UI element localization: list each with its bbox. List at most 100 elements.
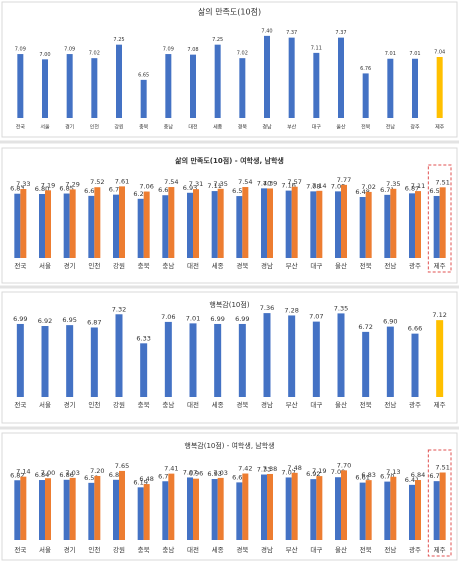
chart-frame [1,1,458,138]
x-tick-label: 경남 [262,124,272,131]
value-label: 6.90 [383,318,397,326]
value-label: 6.84 [35,471,49,479]
value-label: 7.25 [113,37,124,43]
value-label: 7.03 [213,469,227,477]
value-label: 6.83 [10,185,24,193]
value-label: 6.87 [405,184,419,192]
value-label: 7.51 [435,464,449,472]
value-label: 7.06 [139,183,153,191]
x-tick-label: 전국 [14,545,26,554]
value-label: 6.65 [138,72,149,78]
value-label: 7.06 [161,313,175,321]
bar [42,59,48,118]
value-label: 6.60 [84,187,98,195]
x-tick-label: 대구 [310,546,322,554]
bar [236,196,243,258]
bar [411,333,419,397]
value-label: 6.29 [133,190,147,198]
bar [267,473,273,540]
bar [14,193,21,258]
x-tick-label: 대구 [310,401,322,409]
bar [119,470,125,540]
value-label: 6.82 [10,471,24,479]
bar [285,477,292,540]
bar [162,195,169,258]
bar [214,44,221,118]
x-tick-label: 경기 [64,261,76,270]
value-label: 6.58 [232,187,246,195]
bar [409,484,415,540]
x-tick-label: 충남 [164,124,174,131]
value-label: 7.77 [337,176,351,184]
bar [162,481,169,540]
x-tick-label: 충북 [138,261,150,270]
value-label: 7.16 [281,182,295,190]
bar [39,480,45,540]
x-tick-label: 광주 [409,546,421,554]
chart-frame [1,291,458,424]
bar [20,476,27,540]
value-label: 6.84 [411,471,425,479]
bar [384,194,391,258]
bar [390,476,397,540]
bar [17,54,24,118]
bar [285,190,292,258]
value-label: 7.11 [311,45,322,51]
x-tick-label: 인천 [88,261,100,270]
highlight-box [427,164,452,273]
x-tick-label: 강원 [113,261,125,270]
bar [211,479,218,540]
bar [190,54,196,118]
value-label: 7.12 [432,311,446,319]
value-label: 7.07 [281,468,295,476]
x-tick-label: 대전 [187,545,199,554]
value-label: 7.54 [164,178,178,186]
chart-frame [1,147,458,284]
value-label: 6.92 [306,470,320,478]
value-label: 6.70 [380,473,394,481]
x-tick-label: 광주 [410,124,420,131]
x-tick-label: 인천 [90,124,100,131]
bar [359,197,366,258]
value-label: 6.76 [360,66,371,72]
value-label: 7.01 [186,314,200,322]
value-label: 7.01 [385,51,396,57]
value-label: 7.04 [434,49,445,55]
x-tick-label: 경기 [64,545,76,554]
bar [312,321,320,397]
bar [214,323,222,397]
x-tick-label: 부산 [286,545,298,554]
value-label: 7.03 [65,469,79,477]
value-label: 7.61 [115,177,129,185]
bar [337,313,345,397]
value-label: 6.41 [405,476,419,484]
bar [20,189,27,258]
value-label: 6.48 [355,188,369,196]
bar [267,188,273,258]
value-label: 7.52 [90,178,104,186]
bar [239,58,246,118]
x-tick-label: 전북 [360,261,372,270]
value-label: 7.14 [16,468,30,476]
bar [362,73,369,118]
bar [439,187,446,258]
bar [242,473,249,540]
bar [164,321,172,397]
value-label: 7.31 [189,180,203,188]
value-label: 7.20 [90,467,104,475]
x-tick-label: 경기 [64,400,76,409]
bar [263,313,271,397]
bar [45,478,51,540]
bar [66,325,74,397]
bar [140,343,148,397]
value-label: 7.00 [39,52,50,58]
value-label: 6.99 [235,315,249,323]
x-tick-label: 전북 [360,545,372,554]
bar [113,479,119,540]
bar [63,193,70,258]
value-label: 6.96 [189,470,203,478]
value-label: 6.83 [361,471,375,479]
bar [341,470,347,540]
bar [91,58,98,118]
value-label: 6.99 [13,315,27,323]
